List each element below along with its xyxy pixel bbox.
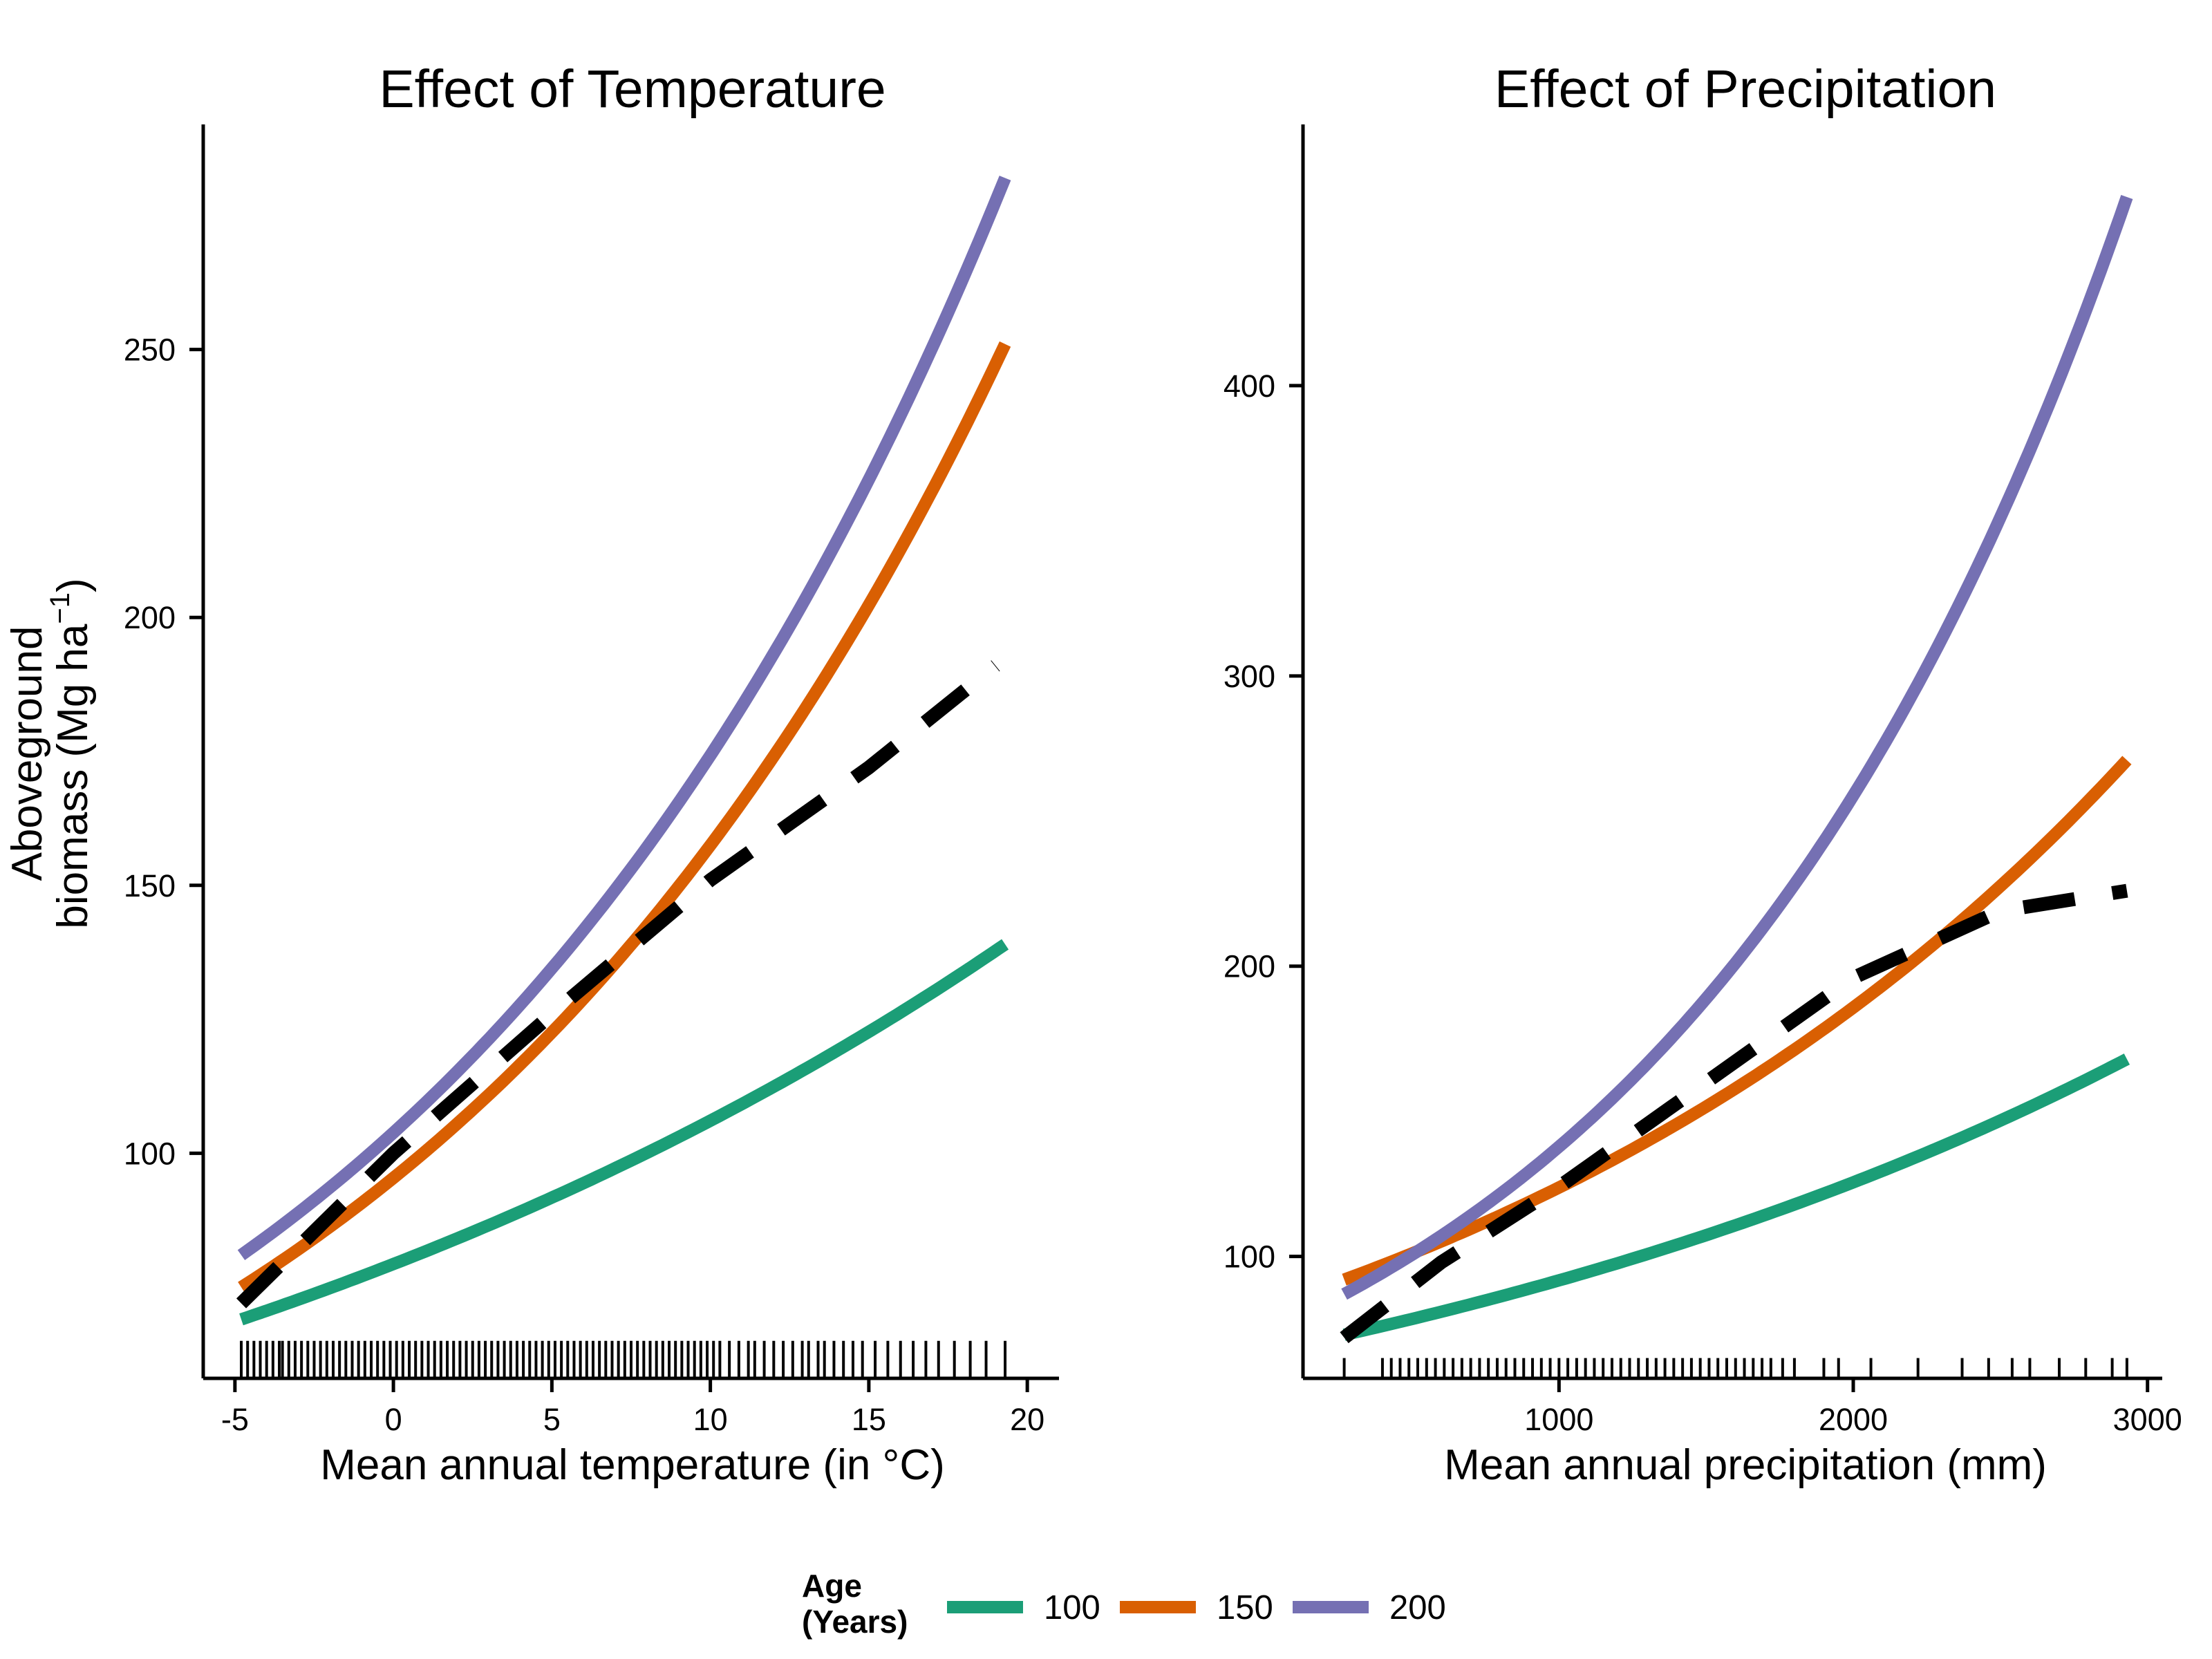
y-axis-label-temperature: Aboveground biomass (Mg ha−1) [3, 578, 97, 928]
y-tick-label-precipitation: 200 [1224, 949, 1275, 984]
panel-title-precipitation: Effect of Precipitation [1494, 59, 1996, 119]
y-axis-label-close: ) [49, 578, 97, 592]
x-axis-label-precipitation: Mean annual precipitation (mm) [1444, 1441, 2047, 1489]
x-tick-label-temperature: 5 [543, 1402, 561, 1437]
legend-title-line2: (Years) [802, 1604, 908, 1640]
x-tick-label-temperature: -5 [221, 1402, 249, 1437]
x-tick-label-temperature: 0 [385, 1402, 402, 1437]
panel-precipitation: Effect of Precipitation Mean annual prec… [1224, 59, 2182, 1489]
panel-title-temperature: Effect of Temperature [379, 59, 885, 119]
y-axis-label-line2: biomass (Mg ha−1) [45, 578, 97, 928]
y-axis-label-superscript: −1 [45, 592, 75, 624]
panel-temperature: Effect of Temperature Mean annual temper… [3, 59, 1059, 1489]
legend-title-line1: Age [802, 1568, 862, 1604]
lines-precipitation [1340, 195, 2133, 1344]
series-line-150-temperature [238, 341, 1011, 1293]
y-tick-label-temperature: 150 [124, 868, 176, 903]
y-tick-label-precipitation: 300 [1224, 659, 1275, 694]
legend-items: 100 150 200 [947, 1589, 1446, 1627]
legend-label-100: 100 [1044, 1589, 1100, 1627]
dashed-fit-line-precipitation [1340, 883, 2128, 1344]
ticks-temperature: -5 0 5 10 15 20 100 150 200 250 [124, 332, 1044, 1437]
y-axis-label-line1: Aboveground [3, 626, 51, 881]
dashed-fit-line-temperature [236, 660, 1000, 1309]
y-axis-label-main: biomass (Mg ha [49, 624, 97, 929]
series-line-100-precipitation [1342, 1053, 2130, 1341]
legend-label-200: 200 [1389, 1589, 1446, 1627]
y-tick-label-precipitation: 100 [1224, 1239, 1275, 1275]
x-tick-label-temperature: 10 [693, 1402, 728, 1437]
y-tick-label-temperature: 250 [124, 332, 176, 368]
x-tick-label-precipitation: 3000 [2113, 1402, 2182, 1437]
x-tick-label-precipitation: 1000 [1524, 1402, 1593, 1437]
rug-temperature [240, 1340, 1007, 1378]
rug-precipitation [1342, 1358, 2128, 1378]
x-tick-label-temperature: 20 [1010, 1402, 1044, 1437]
y-tick-label-temperature: 100 [124, 1136, 176, 1171]
lines-temperature [236, 176, 1011, 1326]
x-axis-label-temperature: Mean annual temperature (in °C) [320, 1441, 945, 1489]
ticks-precipitation: 1000 2000 3000 100 200 300 400 [1224, 368, 2182, 1437]
series-line-100-temperature [239, 939, 1009, 1326]
series-line-200-temperature [237, 176, 1011, 1261]
y-tick-label-precipitation: 400 [1224, 368, 1275, 404]
x-tick-label-temperature: 15 [852, 1402, 886, 1437]
legend: Age (Years) 100 150 200 [802, 1568, 1446, 1640]
legend-label-150: 150 [1217, 1589, 1273, 1627]
y-tick-label-temperature: 200 [124, 600, 176, 635]
x-tick-label-precipitation: 2000 [1819, 1402, 1888, 1437]
series-line-200-precipitation [1341, 195, 2133, 1300]
series-line-150-precipitation [1342, 756, 2132, 1286]
